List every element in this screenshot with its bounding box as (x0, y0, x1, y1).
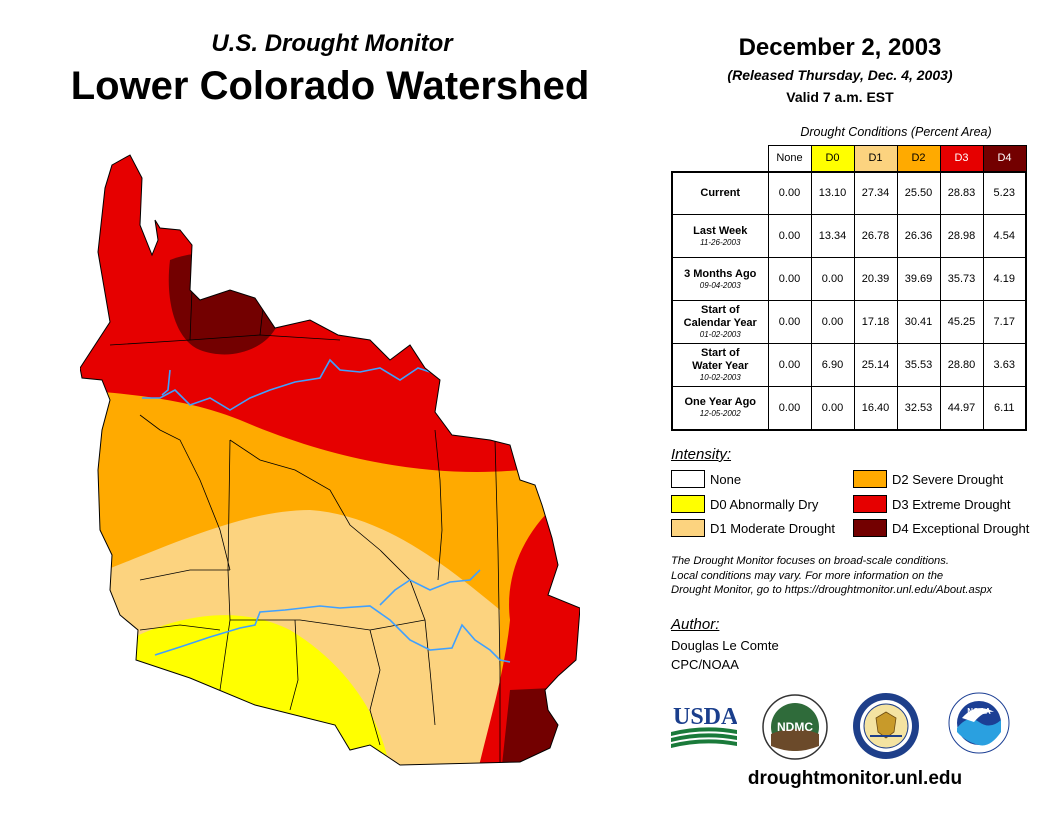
cell: 17.18 (853, 300, 898, 344)
legend-swatch (671, 519, 705, 537)
cell: 26.36 (896, 214, 941, 258)
row-label: One Year Ago 12-05-2002 (671, 386, 769, 431)
cell: 0.00 (810, 257, 855, 301)
legend-item-d0: D0 Abnormally Dry (671, 495, 818, 513)
d4-region-east (502, 688, 558, 765)
legend-swatch (671, 495, 705, 513)
cell: 0.00 (767, 386, 812, 431)
col-d2: D2 (896, 145, 941, 172)
watershed-outline (80, 154, 580, 766)
col-d3: D3 (939, 145, 984, 172)
legend-label: D3 Extreme Drought (892, 496, 1011, 512)
legend-swatch (853, 519, 887, 537)
map-title: Lower Colorado Watershed (70, 64, 590, 108)
col-d1: D1 (853, 145, 898, 172)
cell: 6.11 (982, 386, 1027, 431)
cell: 0.00 (767, 300, 812, 344)
cell: 4.54 (982, 214, 1027, 258)
cell: 0.00 (810, 300, 855, 344)
cell: 28.80 (939, 343, 984, 387)
legend-item-d2: D2 Severe Drought (853, 470, 1003, 488)
commerce-seal-icon (853, 693, 919, 759)
legend-swatch (853, 495, 887, 513)
table-row: Current 0.00 13.10 27.34 25.50 28.83 5.2… (671, 170, 1027, 215)
usda-logo-icon: USDA (671, 704, 737, 748)
legend-item-none: None (671, 470, 741, 488)
table-row: Start of Water Year 10-02-2003 0.00 6.90 2… (671, 343, 1027, 387)
cell: 35.53 (896, 343, 941, 387)
col-none: None (767, 145, 812, 172)
row-label: Current (671, 170, 769, 215)
drought-map (80, 154, 580, 766)
author-name: Douglas Le Comte (671, 638, 779, 653)
noaa-logo-icon: NOAA (948, 692, 1010, 754)
legend-item-d3: D3 Extreme Drought (853, 495, 1011, 513)
cell: 0.00 (810, 386, 855, 431)
cell: 13.10 (810, 170, 855, 215)
table-row: One Year Ago 12-05-2002 0.00 0.00 16.40 3… (671, 386, 1027, 431)
cell: 35.73 (939, 257, 984, 301)
table-caption: Drought Conditions (Percent Area) (800, 125, 992, 139)
legend-label: D0 Abnormally Dry (710, 496, 819, 512)
table-row: Last Week 11-26-2003 0.00 13.34 26.78 26.… (671, 214, 1027, 258)
legend-item-d1: D1 Moderate Drought (671, 519, 835, 537)
table-header-row: None D0 D1 D2 D3 D4 (672, 145, 1027, 172)
cell: 13.34 (810, 214, 855, 258)
cell: 0.00 (767, 214, 812, 258)
disclaimer-note: The Drought Monitor focuses on broad-sca… (671, 555, 993, 596)
legend-label: D4 Exceptional Drought (892, 520, 1030, 536)
row-label: Last Week 11-26-2003 (671, 214, 769, 258)
map-subtitle: U.S. Drought Monitor (211, 30, 453, 57)
cell: 0.00 (767, 343, 812, 387)
cell: 25.14 (853, 343, 898, 387)
cell: 4.19 (982, 257, 1027, 301)
cell: 20.39 (853, 257, 898, 301)
cell: 0.00 (767, 170, 812, 215)
cell: 30.41 (896, 300, 941, 344)
cell: 0.00 (767, 257, 812, 301)
map-date: December 2, 2003 (738, 34, 942, 61)
drought-conditions-table: None D0 D1 D2 D3 D4 Current 0.00 13.10 2… (671, 145, 1027, 431)
table-row: 3 Months Ago 09-04-2003 0.00 0.00 20.39 3… (671, 257, 1027, 301)
row-label: 3 Months Ago 09-04-2003 (671, 257, 769, 301)
legend-swatch (671, 470, 705, 488)
legend-label: D1 Moderate Drought (710, 520, 836, 536)
col-d4: D4 (982, 145, 1027, 172)
svg-text:NDMC: NDMC (777, 720, 813, 734)
cell: 28.98 (939, 214, 984, 258)
legend-label: None (710, 471, 742, 487)
cell: 27.34 (853, 170, 898, 215)
author-org: CPC/NOAA (671, 657, 739, 672)
cell: 16.40 (853, 386, 898, 431)
cell: 39.69 (896, 257, 941, 301)
svg-text:USDA: USDA (673, 704, 737, 730)
cell: 5.23 (982, 170, 1027, 215)
cell: 45.25 (939, 300, 984, 344)
cell: 26.78 (853, 214, 898, 258)
col-d0: D0 (810, 145, 855, 172)
cell: 32.53 (896, 386, 941, 431)
rivers (142, 358, 511, 663)
table-row: Start of Calendar Year 01-02-2003 0.00 0.0… (671, 300, 1027, 344)
release-date: (Released Thursday, Dec. 4, 2003) (727, 67, 953, 83)
legend-item-d4: D4 Exceptional Drought (853, 519, 1029, 537)
author-title: Author: (671, 616, 720, 633)
valid-time: Valid 7 a.m. EST (786, 89, 894, 105)
cell: 7.17 (982, 300, 1027, 344)
row-label: Start of Calendar Year 01-02-2003 (671, 300, 769, 344)
legend-swatch (853, 470, 887, 488)
cell: 28.83 (939, 170, 984, 215)
cell: 3.63 (982, 343, 1027, 387)
row-label: Start of Water Year 10-02-2003 (671, 343, 769, 387)
cell: 25.50 (896, 170, 941, 215)
svg-text:NOAA: NOAA (967, 707, 991, 716)
footer-url[interactable]: droughtmonitor.unl.edu (747, 768, 963, 789)
legend-label: D2 Severe Drought (892, 471, 1004, 487)
cell: 44.97 (939, 386, 984, 431)
cell: 6.90 (810, 343, 855, 387)
legend-title: Intensity: (671, 446, 732, 463)
ndmc-logo-icon: NDMC (762, 694, 828, 760)
